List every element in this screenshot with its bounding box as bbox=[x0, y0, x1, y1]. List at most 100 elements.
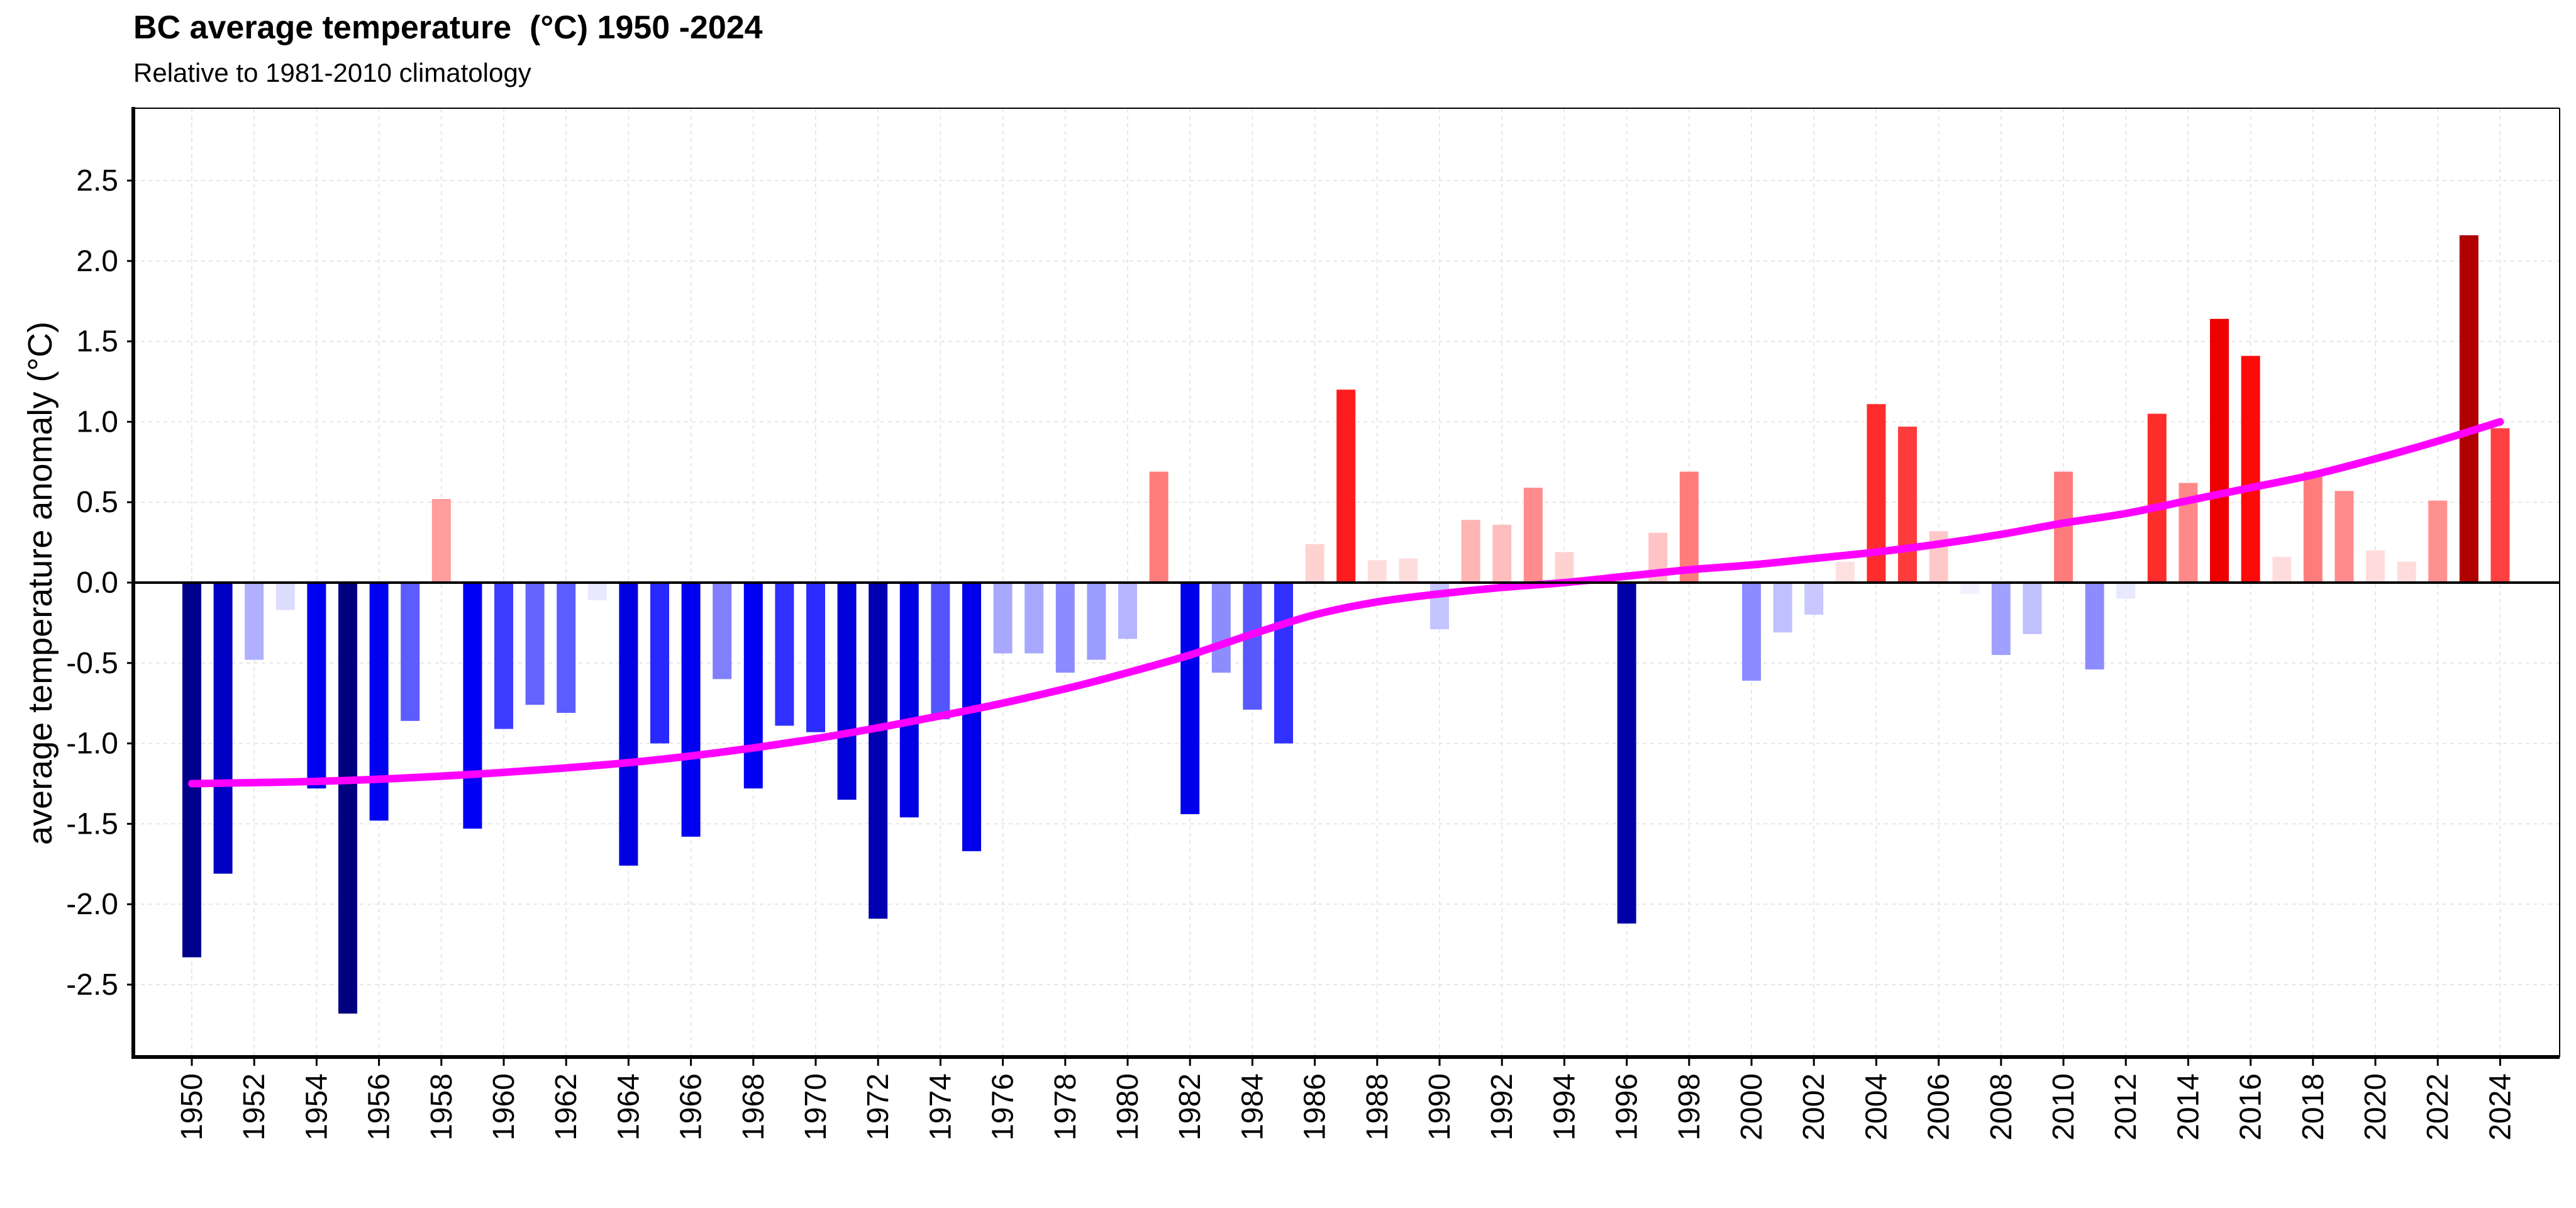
bar-1987 bbox=[1336, 389, 1356, 583]
x-tick-label: 1972 bbox=[862, 1073, 895, 1141]
bar-1980 bbox=[1118, 583, 1137, 639]
bar-1967 bbox=[713, 583, 732, 680]
x-tick-label: 1986 bbox=[1299, 1073, 1332, 1141]
bar-1955 bbox=[338, 583, 357, 1014]
bar-2021 bbox=[2397, 561, 2416, 583]
x-tick-label: 2024 bbox=[2484, 1073, 2517, 1141]
y-tick-label: 0.5 bbox=[76, 486, 118, 519]
bar-2020 bbox=[2366, 550, 2385, 583]
bar-1975 bbox=[962, 583, 981, 851]
bar-2016 bbox=[2241, 355, 2260, 583]
trend-line bbox=[188, 418, 2504, 788]
bar-1973 bbox=[899, 583, 919, 818]
x-tick-label: 2002 bbox=[1797, 1073, 1831, 1141]
bar-1989 bbox=[1399, 558, 1418, 583]
x-tick-label: 1988 bbox=[1361, 1073, 1394, 1141]
bar-1974 bbox=[931, 583, 950, 720]
bar-2005 bbox=[1898, 427, 1917, 583]
x-tick-label: 1970 bbox=[799, 1073, 833, 1141]
bar-2002 bbox=[1804, 583, 1824, 615]
x-tick-label: 1954 bbox=[300, 1073, 333, 1141]
bar-1998 bbox=[1679, 471, 1699, 583]
x-tick-label: 1992 bbox=[1485, 1073, 1519, 1141]
x-tick-label: 1968 bbox=[737, 1073, 770, 1141]
x-tick-label: 2022 bbox=[2421, 1073, 2455, 1141]
bar-1957 bbox=[401, 583, 420, 721]
bar-1979 bbox=[1087, 583, 1106, 660]
chart-subtitle: Relative to 1981-2010 climatology bbox=[133, 58, 531, 87]
y-tick-label: 2.0 bbox=[76, 245, 118, 278]
x-tick-label: 1956 bbox=[363, 1073, 396, 1141]
bar-2011 bbox=[2085, 583, 2104, 670]
bar-1968 bbox=[743, 583, 763, 789]
bar-2012 bbox=[2116, 583, 2136, 599]
bar-1952 bbox=[245, 583, 264, 660]
bar-1984 bbox=[1243, 583, 1262, 710]
chart-title: BC average temperature (°C) 1950 -2024 bbox=[133, 9, 763, 46]
bar-1970 bbox=[806, 583, 825, 732]
bar-1954 bbox=[307, 583, 326, 789]
bar-1983 bbox=[1211, 583, 1231, 673]
x-tick-label: 1990 bbox=[1423, 1073, 1457, 1141]
bar-2017 bbox=[2272, 557, 2292, 583]
y-tick-label: 2.5 bbox=[76, 164, 118, 198]
bar-2008 bbox=[1991, 583, 2011, 656]
x-tick-label: 1984 bbox=[1236, 1073, 1269, 1141]
bar-1969 bbox=[775, 583, 794, 726]
x-tick-label: 2012 bbox=[2109, 1073, 2143, 1141]
bar-2009 bbox=[2023, 583, 2042, 634]
x-tick-label: 1962 bbox=[550, 1073, 583, 1141]
bar-2003 bbox=[1835, 561, 1855, 583]
anomaly-bars bbox=[182, 235, 2510, 1014]
bar-1961 bbox=[525, 583, 545, 705]
x-tick-label: 2014 bbox=[2172, 1073, 2205, 1141]
x-tick-label: 2010 bbox=[2047, 1073, 2080, 1141]
bar-1958 bbox=[431, 499, 451, 583]
x-tick-label: 1950 bbox=[175, 1073, 209, 1141]
bar-2013 bbox=[2147, 413, 2167, 583]
x-tick-label: 1998 bbox=[1673, 1073, 1706, 1141]
x-tick-label: 1974 bbox=[924, 1073, 957, 1141]
bar-1959 bbox=[463, 583, 482, 829]
y-tick-label: 1.0 bbox=[76, 405, 118, 439]
axes: -2.5 -2.0 -1.5 -1.0 -0.5 0.0 0.5 1.0 1.5 2.0 2.5 19… bbox=[66, 107, 2560, 1141]
bar-1960 bbox=[494, 583, 513, 729]
y-tick-label: -1.5 bbox=[66, 807, 118, 841]
x-tick-label: 2018 bbox=[2297, 1073, 2330, 1141]
bar-1978 bbox=[1055, 583, 1075, 673]
bar-2000 bbox=[1742, 583, 1761, 681]
x-tick-label: 1958 bbox=[425, 1073, 458, 1141]
bar-2015 bbox=[2210, 318, 2229, 583]
x-tick-label: 2008 bbox=[1985, 1073, 2018, 1141]
bar-1976 bbox=[993, 583, 1013, 654]
bar-2023 bbox=[2459, 235, 2479, 583]
x-tick-label: 1976 bbox=[987, 1073, 1020, 1141]
x-tick-label: 1980 bbox=[1111, 1073, 1145, 1141]
trend-line-layer bbox=[188, 418, 2504, 788]
bar-1993 bbox=[1523, 488, 1543, 583]
bar-1985 bbox=[1274, 583, 1293, 744]
bar-2022 bbox=[2428, 500, 2448, 583]
bar-1988 bbox=[1367, 560, 1387, 583]
bar-1950 bbox=[182, 583, 201, 958]
x-tick-label: 1978 bbox=[1049, 1073, 1082, 1141]
bar-1972 bbox=[869, 583, 888, 919]
bar-1977 bbox=[1024, 583, 1044, 654]
x-tick-label: 2006 bbox=[1923, 1073, 1956, 1141]
bar-1971 bbox=[837, 583, 857, 800]
x-tick-label: 1952 bbox=[238, 1073, 271, 1141]
bar-1981 bbox=[1149, 471, 1169, 583]
bar-1996 bbox=[1617, 583, 1636, 924]
bar-2007 bbox=[1960, 583, 1980, 594]
bar-2024 bbox=[2490, 428, 2510, 583]
y-tick-label: -1.0 bbox=[66, 727, 118, 761]
bar-1953 bbox=[275, 583, 295, 610]
y-tick-label: 1.5 bbox=[76, 325, 118, 359]
bar-1986 bbox=[1305, 544, 1324, 583]
x-tick-label: 1994 bbox=[1548, 1073, 1581, 1141]
bar-1963 bbox=[587, 583, 607, 601]
bar-1982 bbox=[1180, 583, 1200, 815]
bar-1994 bbox=[1555, 552, 1574, 583]
x-tick-label: 1982 bbox=[1174, 1073, 1207, 1141]
